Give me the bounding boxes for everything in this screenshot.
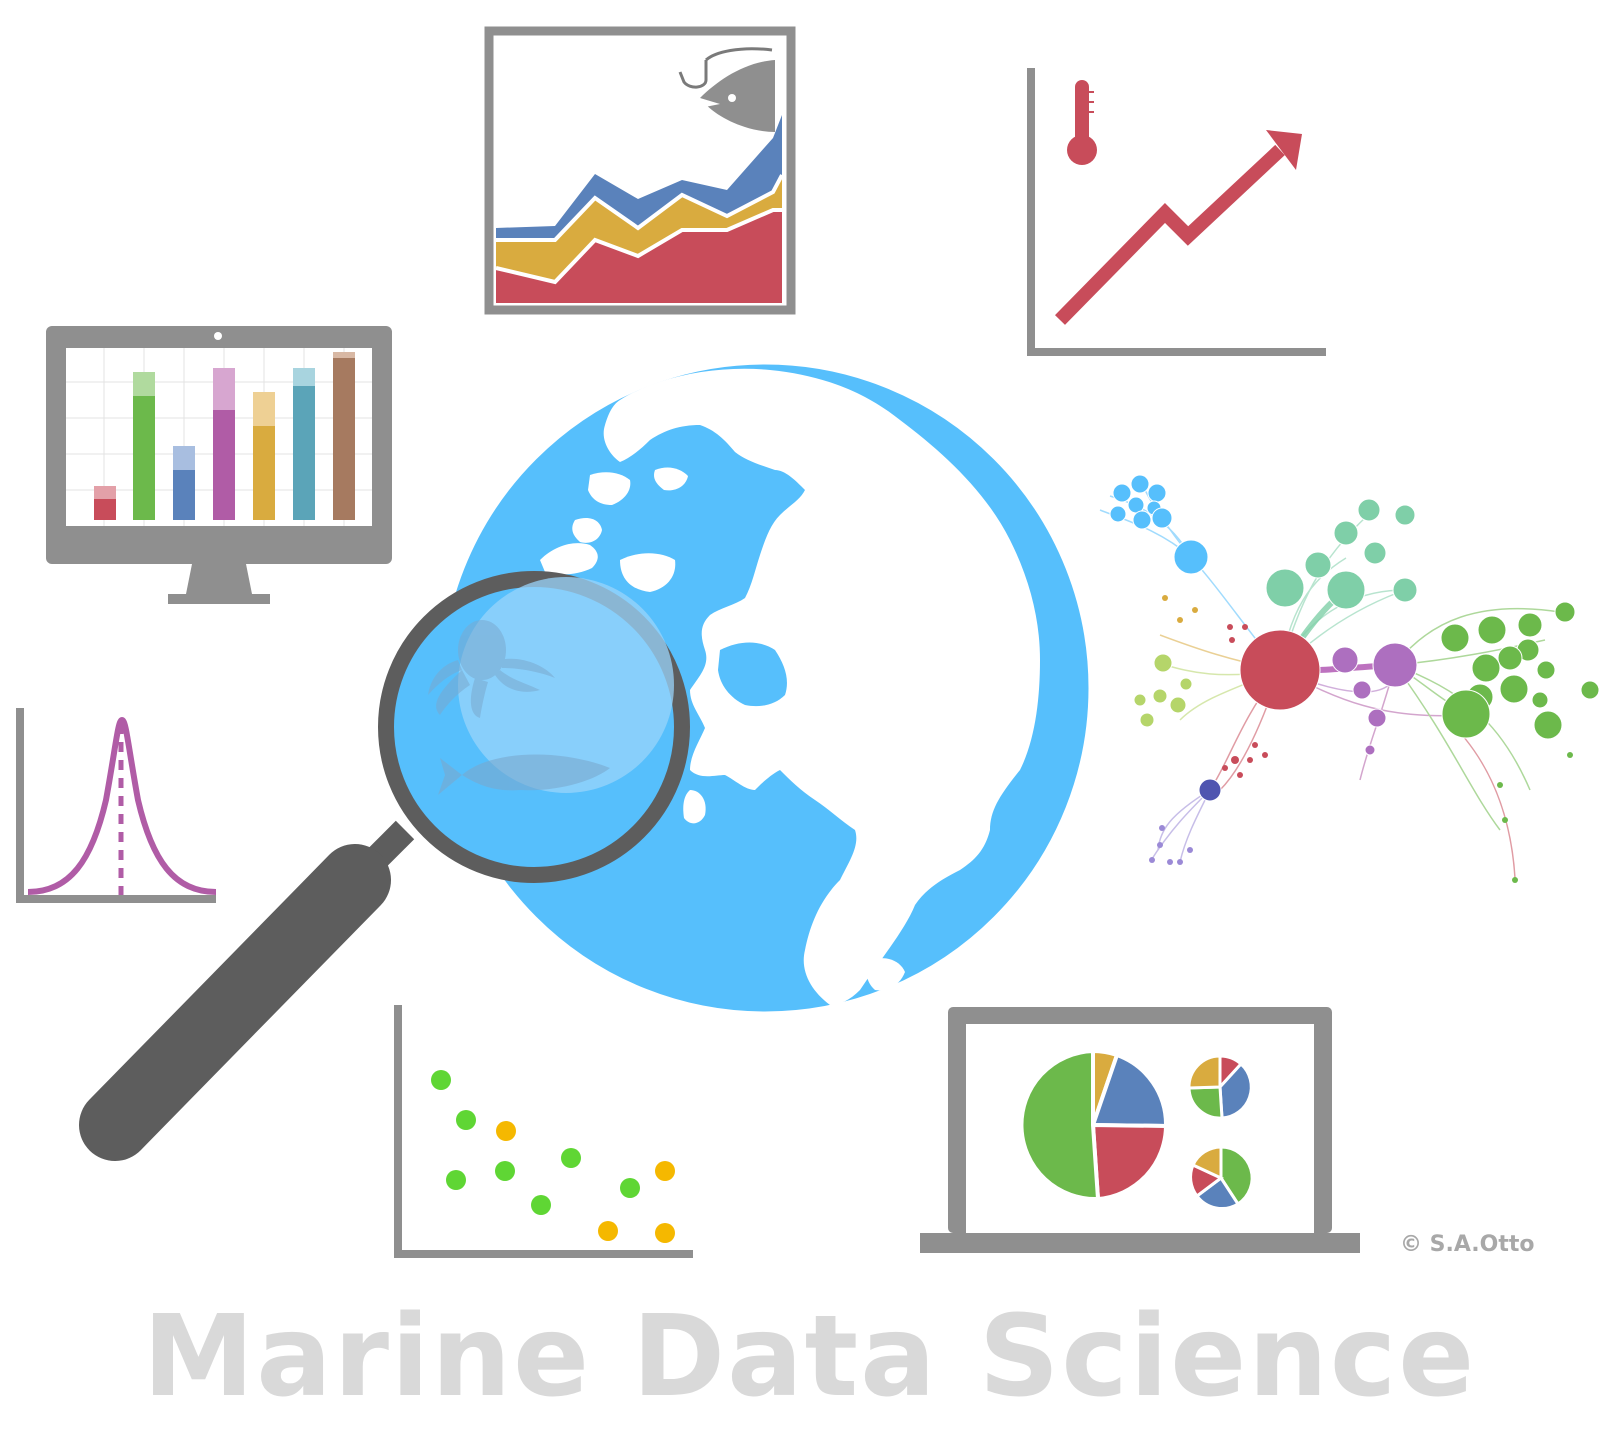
page-title: Marine Data Science xyxy=(142,1292,1477,1422)
normal-distribution-icon xyxy=(16,708,217,903)
fishhook-icon xyxy=(678,47,775,132)
laptop-pie-charts-icon xyxy=(920,1007,1360,1253)
monitor-bar-chart-icon xyxy=(46,326,392,604)
network-graph-icon xyxy=(1099,474,1600,883)
thermometer-icon xyxy=(1067,80,1097,165)
fish-icon xyxy=(438,754,610,795)
magnifier-icon xyxy=(79,571,690,1161)
temperature-trend-icon xyxy=(1027,68,1326,356)
scatter-plot-icon xyxy=(394,1005,693,1258)
stacked-area-chart-icon xyxy=(484,26,796,315)
octopus-icon xyxy=(428,620,555,718)
copyright-text: © S.A.Otto xyxy=(1400,1232,1535,1257)
